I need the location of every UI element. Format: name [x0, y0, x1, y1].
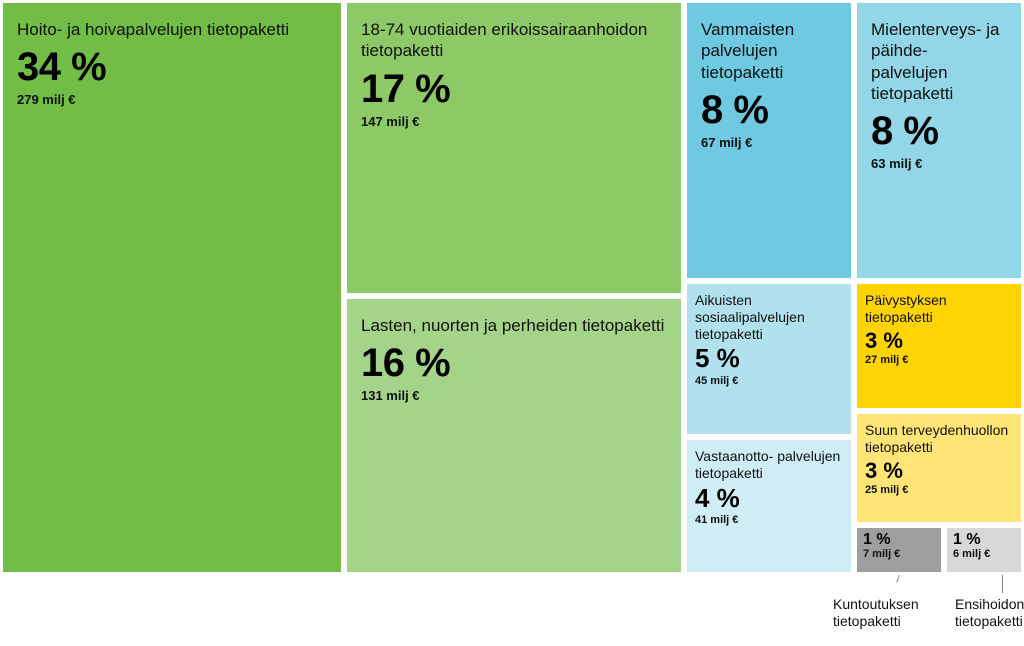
tile-label: Hoito- ja hoivapalvelujen tietopaketti: [17, 19, 327, 40]
tile-pct: 8 %: [701, 89, 837, 131]
tile-pct: 17 %: [361, 68, 667, 110]
tile-label: Mielenterveys- ja päihde- palvelujen tie…: [871, 19, 1007, 104]
tile-value: 25 milj €: [865, 484, 1013, 496]
tile-label: Vastaanotto- palvelujen tietopaketti: [695, 448, 843, 482]
connector-line: [896, 575, 900, 583]
tile-pct: 34 %: [17, 46, 327, 88]
tile-pct: 1 %: [863, 532, 935, 548]
tile-label: Lasten, nuorten ja perheiden tietopakett…: [361, 315, 667, 336]
tile-pct: 1 %: [953, 532, 1015, 548]
tile-aikuisten: Aikuisten sosiaalipalvelujen tietopakett…: [684, 281, 854, 437]
tile-pct: 8 %: [871, 110, 1007, 152]
tile-value: 147 milj €: [361, 114, 667, 129]
tile-pct: 5 %: [695, 345, 843, 372]
tile-pct: 3 %: [865, 329, 1013, 352]
tile-mielenterveys: Mielenterveys- ja päihde- palvelujen tie…: [854, 0, 1024, 281]
tile-value: 45 milj €: [695, 375, 843, 387]
tile-label: Aikuisten sosiaalipalvelujen tietopakett…: [695, 292, 843, 342]
tile-value: 7 milj €: [863, 548, 935, 560]
tile-label: 18-74 vuotiaiden erikoissairaanhoidon ti…: [361, 19, 667, 62]
tile-erikois: 18-74 vuotiaiden erikoissairaanhoidon ti…: [344, 0, 684, 296]
tile-hoito: Hoito- ja hoivapalvelujen tietopaketti 3…: [0, 0, 344, 575]
tile-value: 6 milj €: [953, 548, 1015, 560]
tile-ensihoito: 1 % 6 milj €: [944, 525, 1024, 575]
tile-vastaanotto: Vastaanotto- palvelujen tietopaketti 4 %…: [684, 437, 854, 575]
tile-label: Suun terveydenhuollon tietopaketti: [865, 422, 1013, 456]
tile-label: Vammaisten palvelujen tietopaketti: [701, 19, 837, 83]
treemap-chart: Hoito- ja hoivapalvelujen tietopaketti 3…: [0, 0, 1024, 575]
tile-suun: Suun terveydenhuollon tietopaketti 3 % 2…: [854, 411, 1024, 525]
tile-value: 27 milj €: [865, 354, 1013, 366]
tile-kuntoutus: 1 % 7 milj €: [854, 525, 944, 575]
footer-label-ensihoito: Ensihoidon tietopaketti: [955, 596, 1024, 630]
tile-value: 131 milj €: [361, 388, 667, 403]
tile-value: 67 milj €: [701, 135, 837, 150]
tile-lasten: Lasten, nuorten ja perheiden tietopakett…: [344, 296, 684, 575]
footer-label-kuntoutus: Kuntoutuksen tietopaketti: [833, 596, 919, 630]
connector-line: [1002, 575, 1003, 593]
tile-value: 279 milj €: [17, 92, 327, 107]
tile-value: 63 milj €: [871, 156, 1007, 171]
tile-value: 41 milj €: [695, 514, 843, 526]
tile-vammaisten: Vammaisten palvelujen tietopaketti 8 % 6…: [684, 0, 854, 281]
tile-pct: 4 %: [695, 485, 843, 512]
tile-pct: 16 %: [361, 342, 667, 384]
tile-paivystys: Päivystyksen tietopaketti 3 % 27 milj €: [854, 281, 1024, 411]
tile-label: Päivystyksen tietopaketti: [865, 292, 1013, 326]
tile-pct: 3 %: [865, 459, 1013, 482]
